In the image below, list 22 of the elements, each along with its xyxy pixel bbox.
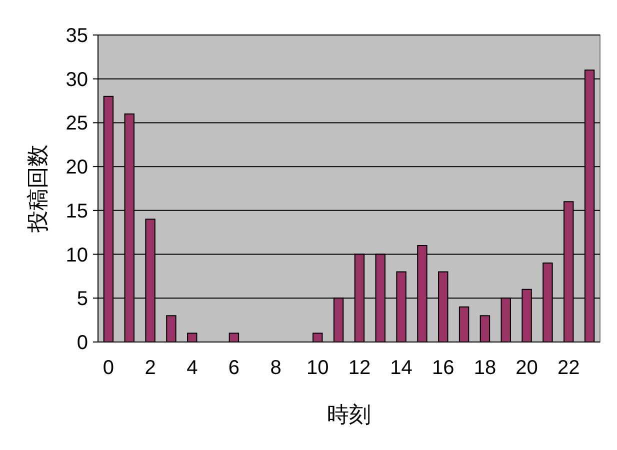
x-tick-label: 10 <box>306 357 329 379</box>
y-tick-label: 25 <box>66 112 88 135</box>
y-tick-label: 10 <box>66 244 88 266</box>
x-tick-label: 2 <box>144 357 156 379</box>
y-axis-title: 投稿回数 <box>25 144 50 234</box>
x-tick-label: 4 <box>186 357 198 379</box>
x-tick-label: 18 <box>474 357 496 379</box>
x-tick-label: 8 <box>270 357 282 379</box>
x-tick-label: 12 <box>348 357 371 379</box>
x-axis-title: 時刻 <box>327 402 371 427</box>
y-tick-label: 5 <box>76 288 88 310</box>
x-tick-label: 6 <box>228 357 240 379</box>
y-tick-label: 35 <box>66 25 88 47</box>
y-tick-label: 30 <box>66 68 88 91</box>
x-tick-label: 20 <box>516 357 538 379</box>
x-tick-label: 0 <box>102 357 114 379</box>
y-tick-label: 20 <box>66 156 88 179</box>
x-tick-label: 22 <box>558 357 580 379</box>
y-tick-label: 0 <box>76 332 88 354</box>
y-tick-label: 15 <box>66 200 88 222</box>
x-tick-label: 14 <box>390 357 412 379</box>
x-tick-label: 16 <box>432 357 454 379</box>
